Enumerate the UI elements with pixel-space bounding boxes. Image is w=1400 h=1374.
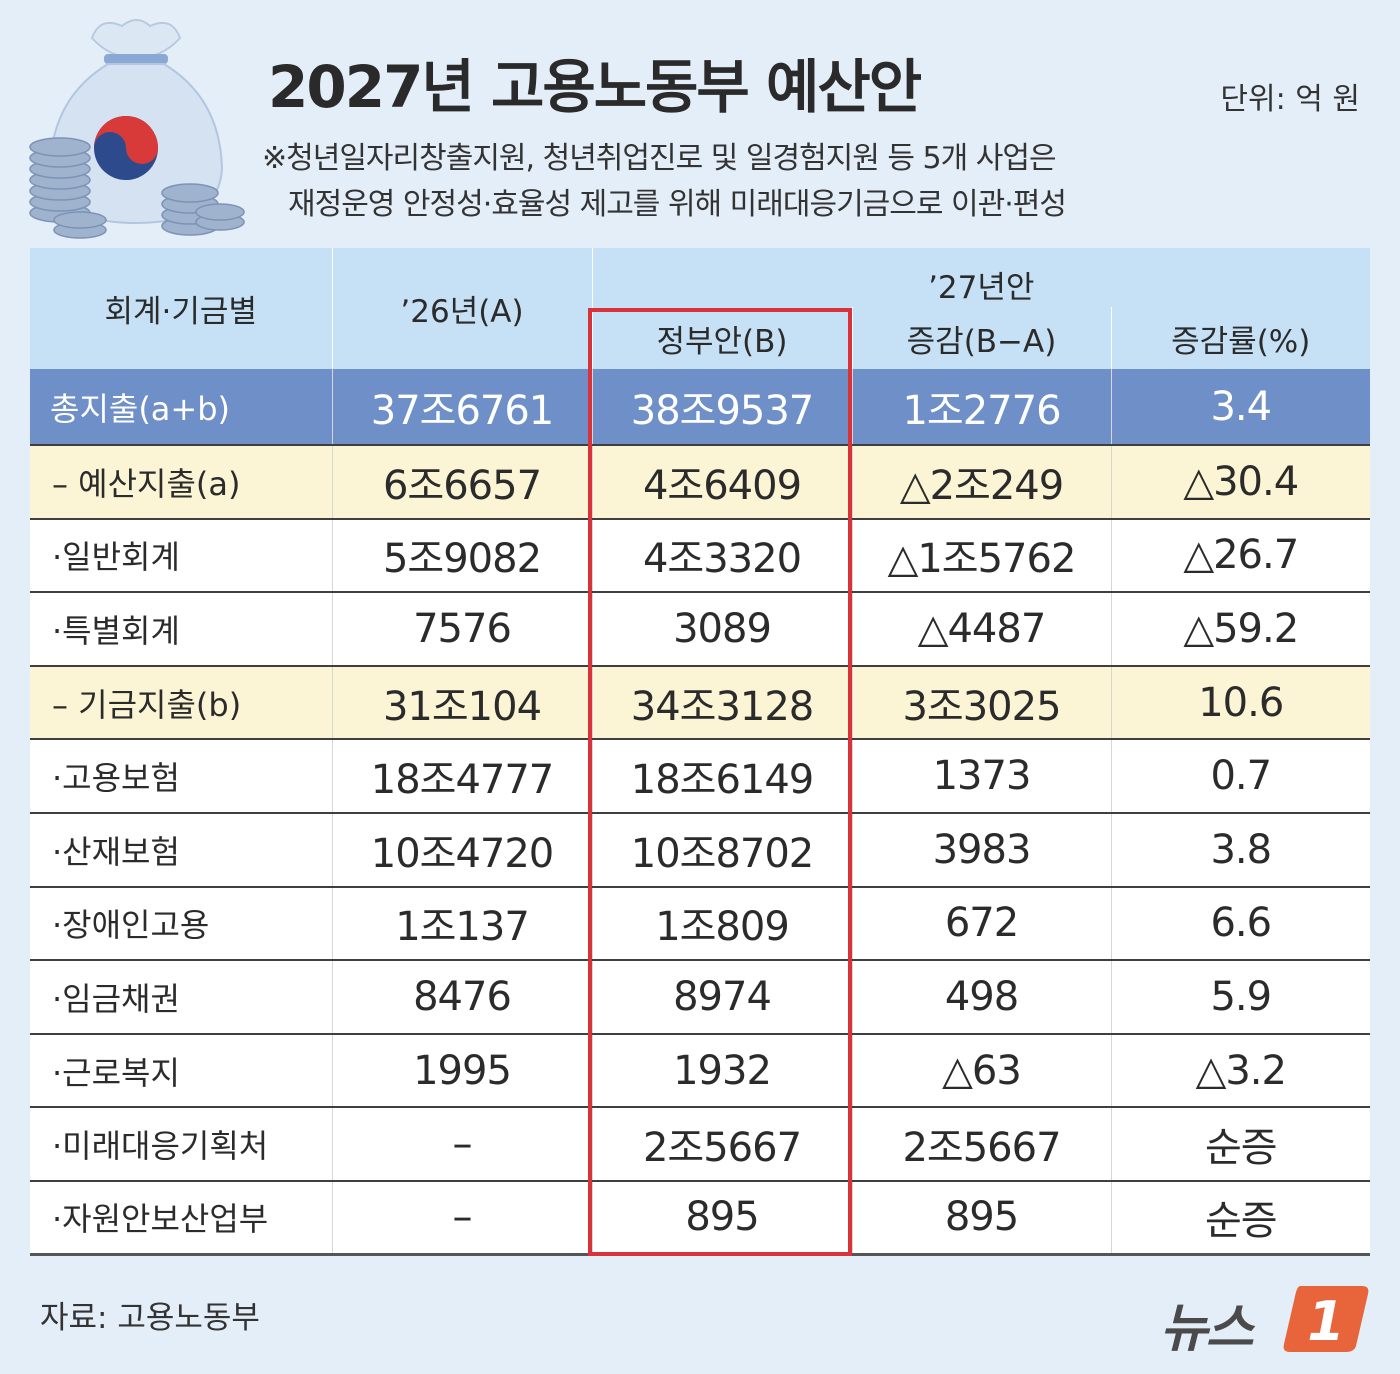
cell-proposal: 4조6409 (591, 445, 852, 520)
table-row: ·미래대응기획처 – 2조5667 2조5667 순증 (30, 1107, 1371, 1182)
cell-rate: 3.8 (1110, 812, 1371, 888)
cell-difference: △1조5762 (851, 518, 1111, 594)
cell-2026: 7576 (331, 592, 592, 667)
row-label: ·근로복지 (30, 1033, 332, 1109)
cell-proposal: 1조809 (591, 886, 852, 962)
cell-difference: △4487 (851, 592, 1111, 667)
cell-rate: △26.7 (1110, 518, 1371, 594)
unit-label: 단위: 억 원 (1220, 82, 1360, 117)
cell-2026: 10조4720 (331, 812, 592, 888)
cell-2026: 6조6657 (331, 445, 592, 520)
table-row: ·임금채권 8476 8974 498 5.9 (30, 960, 1371, 1035)
footnote-line-1: ※청년일자리창출지원, 청년취업진로 및 일경험지원 등 5개 사업은 (262, 141, 1057, 176)
row-label: – 기금지출(b) (30, 665, 332, 741)
cell-proposal: 18조6149 (591, 739, 852, 814)
cell-difference: △2조249 (851, 445, 1111, 520)
table-row: ·산재보험 10조4720 10조8702 3983 3.8 (30, 812, 1371, 888)
row-label: ·일반회계 (30, 518, 332, 594)
table-row-fund: – 기금지출(b) 31조104 34조3128 3조3025 10.6 (30, 665, 1371, 741)
cell-rate: △30.4 (1110, 445, 1371, 520)
row-label: ·특별회계 (30, 592, 332, 667)
cell-rate: 10.6 (1110, 665, 1371, 741)
cell-2026: 31조104 (331, 665, 592, 741)
footnote: ※청년일자리창출지원, 청년취업진로 및 일경험지원 등 5개 사업은 재정운영… (262, 136, 1067, 228)
cell-difference: 895 (851, 1180, 1111, 1257)
cell-proposal: 3089 (591, 592, 852, 667)
news1-logo: 뉴스 1 (1160, 1278, 1375, 1359)
header-2027-group: ’27년안 (591, 248, 1371, 307)
cell-rate: △59.2 (1110, 592, 1371, 667)
money-bag-icon (22, 8, 252, 243)
cell-difference: 3조3025 (851, 665, 1111, 741)
row-label: 총지출(a+b) (30, 369, 332, 446)
row-label: – 예산지출(a) (30, 445, 332, 520)
cell-proposal: 38조9537 (591, 369, 852, 446)
header-rate: 증감률(%) (1110, 307, 1371, 369)
cell-2026: – (331, 1107, 592, 1182)
cell-proposal: 2조5667 (591, 1107, 852, 1182)
cell-2026: 1조137 (331, 886, 592, 962)
logo-text: 뉴스 (1160, 1299, 1254, 1359)
table-row: ·일반회계 5조9082 4조3320 △1조5762 △26.7 (30, 518, 1371, 594)
source-label: 자료: 고용노동부 (40, 1300, 260, 1336)
header-category: 회계·기금별 (30, 248, 332, 369)
cell-proposal: 34조3128 (591, 665, 852, 741)
table-row: ·장애인고용 1조137 1조809 672 6.6 (30, 886, 1371, 962)
cell-rate: 순증 (1110, 1180, 1371, 1257)
cell-rate: △3.2 (1110, 1033, 1371, 1109)
cell-rate: 순증 (1110, 1107, 1371, 1182)
cell-difference: 2조5667 (851, 1107, 1111, 1182)
row-label: ·고용보험 (30, 739, 332, 814)
table-row-budget: – 예산지출(a) 6조6657 4조6409 △2조249 △30.4 (30, 445, 1371, 520)
cell-difference: 1조2776 (851, 369, 1111, 446)
cell-difference: 672 (851, 886, 1111, 962)
cell-2026: 5조9082 (331, 518, 592, 594)
cell-difference: 3983 (851, 812, 1111, 888)
cell-difference: 1373 (851, 739, 1111, 814)
logo-mark-text: 1 (1307, 1290, 1345, 1353)
cell-proposal: 10조8702 (591, 812, 852, 888)
header-government-proposal: 정부안(B) (591, 307, 852, 369)
cell-2026: 18조4777 (331, 739, 592, 814)
cell-2026: 8476 (331, 960, 592, 1035)
cell-rate: 3.4 (1110, 369, 1371, 446)
footnote-line-2: 재정운영 안정성·효율성 제고를 위해 미래대응기금으로 이관·편성 (288, 187, 1067, 222)
cell-2026: – (331, 1180, 592, 1257)
cell-rate: 5.9 (1110, 960, 1371, 1035)
cell-difference: 498 (851, 960, 1111, 1035)
cell-rate: 6.6 (1110, 886, 1371, 962)
table-row: ·근로복지 1995 1932 △63 △3.2 (30, 1033, 1371, 1109)
header-difference: 증감(B−A) (851, 307, 1111, 369)
row-label: ·산재보험 (30, 812, 332, 888)
row-label: ·자원안보산업부 (30, 1180, 332, 1257)
cell-rate: 0.7 (1110, 739, 1371, 814)
budget-table: 회계·기금별 ’26년(A) ’27년안 정부안(B) 증감(B−A) 증감률(… (30, 248, 1371, 1257)
cell-2026: 1995 (331, 1033, 592, 1109)
logo-mark-icon: 1 (1283, 1286, 1369, 1353)
cell-proposal: 4조3320 (591, 518, 852, 594)
table-row: ·고용보험 18조4777 18조6149 1373 0.7 (30, 739, 1371, 814)
cell-proposal: 895 (591, 1180, 852, 1257)
row-label: ·미래대응기획처 (30, 1107, 332, 1182)
row-label: ·장애인고용 (30, 886, 332, 962)
table-row: ·특별회계 7576 3089 △4487 △59.2 (30, 592, 1371, 667)
page-title: 2027년 고용노동부 예산안 (268, 53, 922, 121)
row-label: ·임금채권 (30, 960, 332, 1035)
table-row: ·자원안보산업부 – 895 895 순증 (30, 1180, 1371, 1257)
cell-2026: 37조6761 (331, 369, 592, 446)
cell-difference: △63 (851, 1033, 1111, 1109)
header-2026: ’26년(A) (331, 248, 592, 369)
cell-proposal: 8974 (591, 960, 852, 1035)
table-row-total: 총지출(a+b) 37조6761 38조9537 1조2776 3.4 (30, 369, 1371, 446)
cell-proposal: 1932 (591, 1033, 852, 1109)
